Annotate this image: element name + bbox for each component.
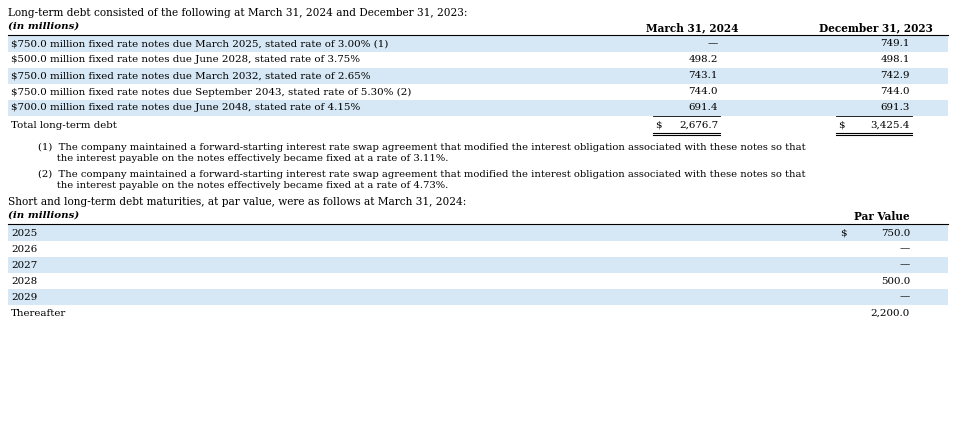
Text: (in millions): (in millions) [8, 211, 79, 220]
Text: $: $ [655, 121, 662, 129]
Text: 2028: 2028 [11, 276, 37, 286]
Text: 2,676.7: 2,676.7 [679, 121, 718, 129]
Text: 2,200.0: 2,200.0 [871, 308, 910, 318]
Text: 2029: 2029 [11, 293, 37, 301]
Text: (2)  The company maintained a forward-starting interest rate swap agreement that: (2) The company maintained a forward-sta… [38, 170, 806, 179]
Text: $750.0 million fixed rate notes due September 2043, stated rate of 5.30% (2): $750.0 million fixed rate notes due Sept… [11, 88, 411, 96]
Text: (1)  The company maintained a forward-starting interest rate swap agreement that: (1) The company maintained a forward-sta… [38, 143, 806, 152]
Text: $750.0 million fixed rate notes due March 2032, stated rate of 2.65%: $750.0 million fixed rate notes due Marc… [11, 71, 371, 81]
Text: 2026: 2026 [11, 245, 37, 253]
Text: 2025: 2025 [11, 228, 37, 238]
Text: Total long-term debt: Total long-term debt [11, 121, 117, 129]
Text: 742.9: 742.9 [880, 71, 910, 81]
Bar [8, 100, 948, 116]
Text: 749.1: 749.1 [880, 40, 910, 48]
Text: 691.3: 691.3 [880, 103, 910, 113]
Text: Par Value: Par Value [855, 211, 910, 222]
Text: —: — [900, 260, 910, 269]
Text: $750.0 million fixed rate notes due March 2025, stated rate of 3.00% (1): $750.0 million fixed rate notes due Marc… [11, 40, 388, 48]
Bar [8, 289, 948, 305]
Text: 691.4: 691.4 [688, 103, 718, 113]
Text: March 31, 2024: March 31, 2024 [645, 22, 738, 33]
Text: 498.2: 498.2 [688, 55, 718, 65]
Text: 3,425.4: 3,425.4 [871, 121, 910, 129]
Text: —: — [707, 40, 718, 48]
Text: 743.1: 743.1 [688, 71, 718, 81]
Text: $: $ [838, 121, 844, 129]
Text: 2027: 2027 [11, 260, 37, 269]
Text: 750.0: 750.0 [880, 228, 910, 238]
Text: the interest payable on the notes effectively became fixed at a rate of 4.73%.: the interest payable on the notes effect… [38, 181, 448, 190]
Text: 744.0: 744.0 [880, 88, 910, 96]
Text: 498.1: 498.1 [880, 55, 910, 65]
Text: $700.0 million fixed rate notes due June 2048, stated rate of 4.15%: $700.0 million fixed rate notes due June… [11, 103, 360, 113]
Text: —: — [900, 293, 910, 301]
Text: 744.0: 744.0 [688, 88, 718, 96]
Bar [8, 68, 948, 84]
Text: the interest payable on the notes effectively became fixed at a rate of 3.11%.: the interest payable on the notes effect… [38, 154, 448, 163]
Bar [8, 36, 948, 52]
Text: $: $ [840, 228, 846, 238]
Text: —: — [900, 245, 910, 253]
Text: Thereafter: Thereafter [11, 308, 66, 318]
Text: 500.0: 500.0 [880, 276, 910, 286]
Text: $500.0 million fixed rate notes due June 2028, stated rate of 3.75%: $500.0 million fixed rate notes due June… [11, 55, 360, 65]
Text: Short and long-term debt maturities, at par value, were as follows at March 31, : Short and long-term debt maturities, at … [8, 197, 467, 207]
Bar [8, 225, 948, 241]
Bar [8, 257, 948, 273]
Text: December 31, 2023: December 31, 2023 [819, 22, 933, 33]
Text: Long-term debt consisted of the following at March 31, 2024 and December 31, 202: Long-term debt consisted of the followin… [8, 8, 467, 18]
Text: (in millions): (in millions) [8, 22, 79, 31]
